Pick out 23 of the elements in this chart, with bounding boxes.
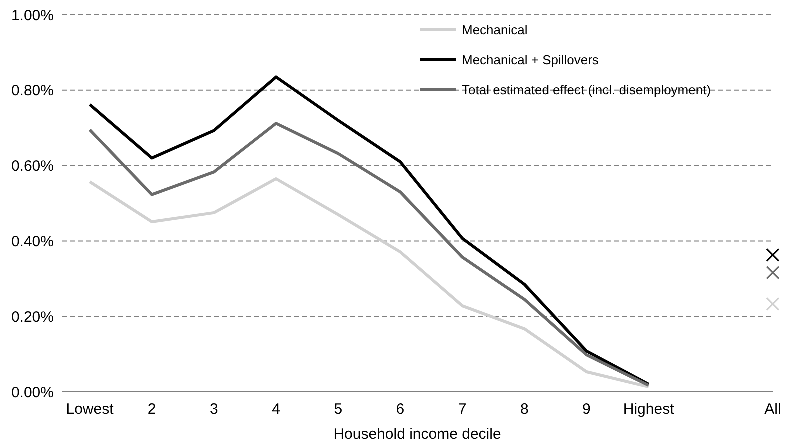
legend-label: Total estimated effect (incl. disemployment) [462,82,712,98]
legend-label: Mechanical + Spillovers [462,52,600,68]
x-tick-label: 5 [334,401,343,418]
line-series [88,122,650,388]
x-tick-label: All [764,401,782,418]
x-tick-label: Lowest [66,401,115,418]
x-tick-label: 2 [148,401,156,418]
y-tick-label: 0.20% [11,308,54,326]
y-tick-label: 0.80% [11,82,54,100]
x-tick-label: 6 [396,401,405,418]
x-axis-title: Household income decile [334,426,502,443]
x-tick-label: Highest [623,401,676,418]
x-tick-label: 7 [458,401,467,418]
y-tick-label: 1.00% [11,7,54,24]
x-tick-label: 9 [582,401,591,418]
y-tick-label: 0.60% [11,158,54,176]
x-tick-label: 8 [520,401,529,418]
y-tick-label: 0.40% [11,233,54,250]
legend-label: Mechanical [462,22,528,38]
y-tick-label: 0.00% [11,384,54,402]
line-series [88,177,650,389]
x-tick-label: 4 [272,401,280,418]
x-tick-label: 3 [210,401,218,418]
